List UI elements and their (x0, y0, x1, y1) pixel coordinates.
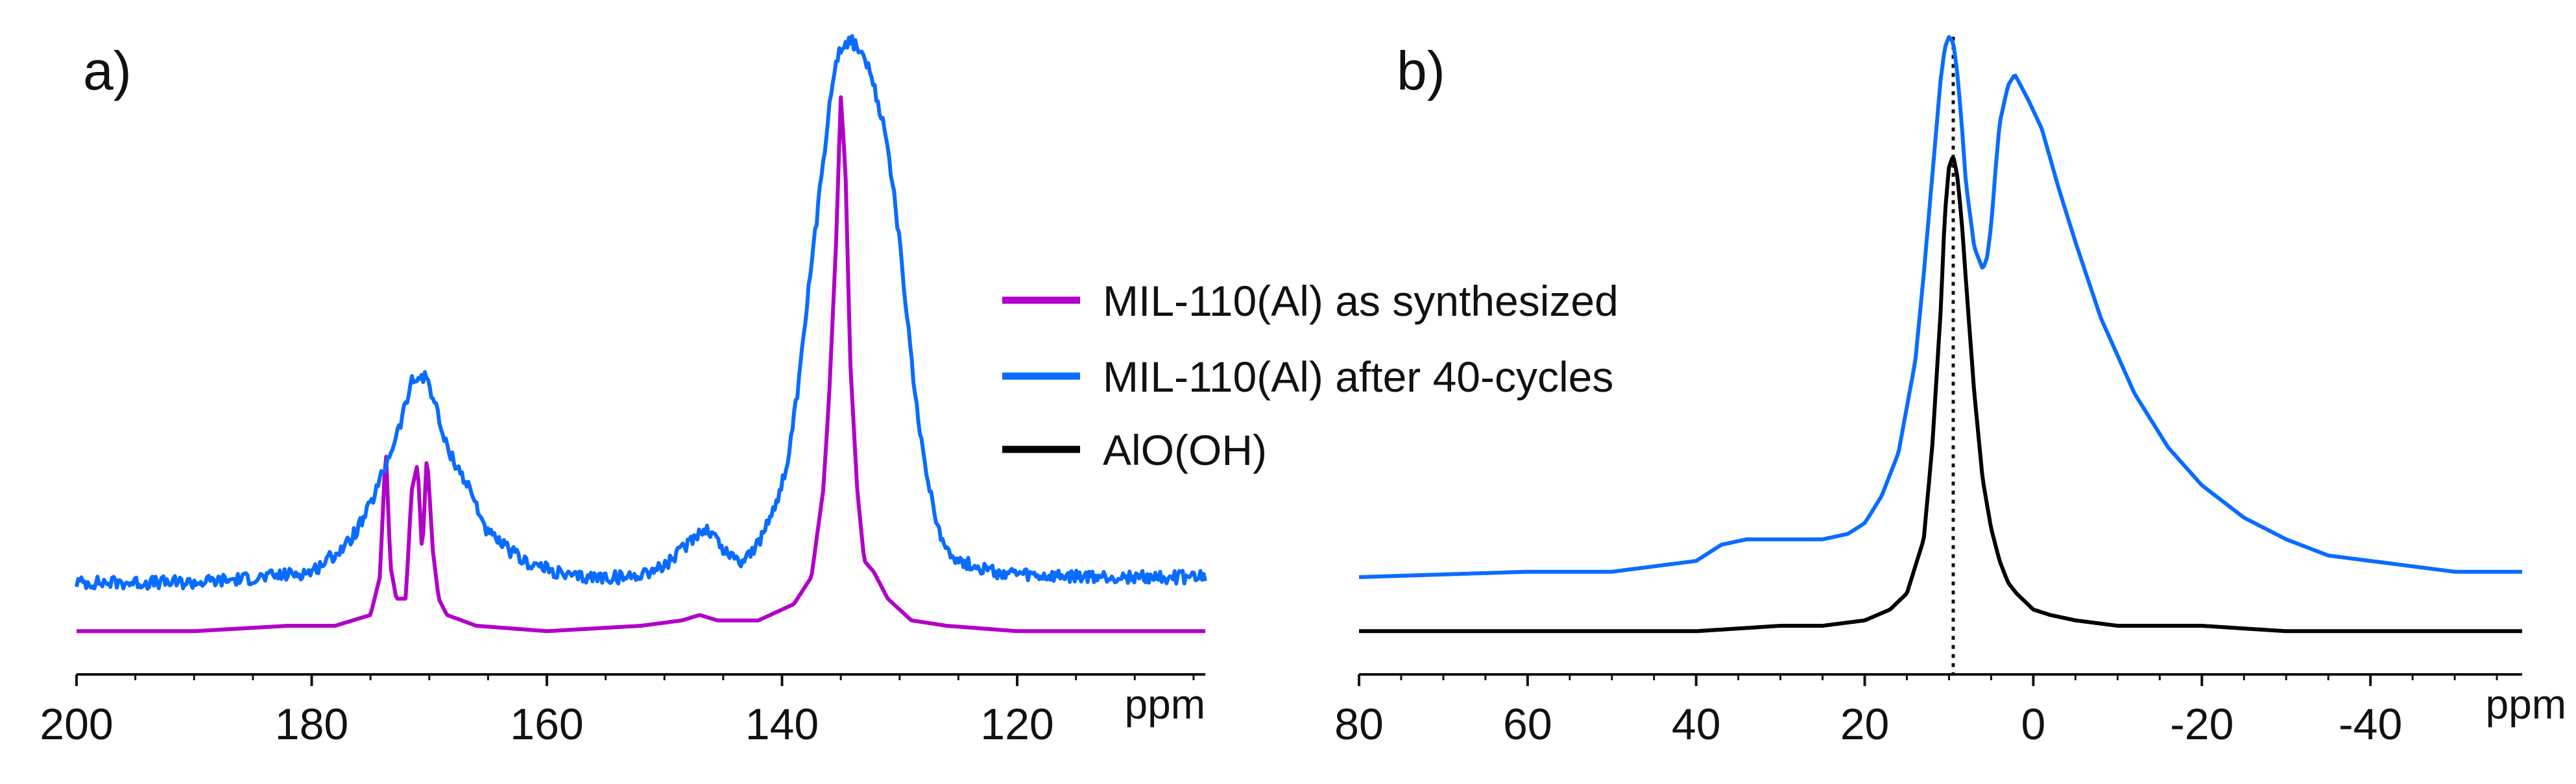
series-line-alo-oh- (1358, 156, 2523, 634)
legend-item-synthesized: MIL-110(Al) as synthesized (1002, 277, 1619, 325)
x-axis-ticks-a: 200 180 160 140 120 (40, 674, 1195, 749)
x-tick-label: 0 (2021, 700, 2046, 749)
panel-label-b: b) (1397, 40, 1445, 101)
legend-label-after-cycles: MIL-110(Al) after 40-cycles (1103, 353, 1613, 401)
x-axis-ticks-b: 80 60 40 20 0 -20 -40 (1334, 674, 2498, 749)
series-group-a (75, 34, 1207, 634)
x-tick-label: -40 (2339, 700, 2402, 749)
series-line-mil-110-al-after-40-cycles (75, 34, 1207, 591)
legend-label-aloh: AlO(OH) (1103, 426, 1267, 474)
x-tick-label: 60 (1503, 700, 1552, 749)
series-line-mil-110-al-after-40-cycles (1358, 35, 2523, 579)
series-line-mil-110-al-as-synthesized (76, 95, 1206, 634)
x-tick-label: 120 (980, 700, 1053, 749)
series-group-b (1358, 35, 2523, 634)
x-tick-label: 20 (1840, 700, 1890, 749)
x-tick-label: 40 (1672, 700, 1721, 749)
chart-panel-b: b) 80 60 40 20 0 -20 -40 ppm (1334, 35, 2567, 749)
x-tick-label: 160 (510, 700, 583, 749)
x-tick-label: 80 (1334, 700, 1384, 749)
legend-item-aloh: AlO(OH) (1002, 426, 1267, 474)
chart-panel-a: a) 200 180 160 140 120 ppm (40, 34, 1207, 749)
x-tick-label: -20 (2170, 700, 2233, 749)
legend-item-after-cycles: MIL-110(Al) after 40-cycles (1002, 353, 1613, 401)
x-axis-label-a: ppm (1125, 681, 1206, 728)
x-tick-label: 200 (40, 700, 113, 749)
legend: MIL-110(Al) as synthesized MIL-110(Al) a… (1002, 277, 1619, 474)
legend-label-synthesized: MIL-110(Al) as synthesized (1103, 277, 1619, 325)
x-axis-label-b: ppm (2486, 681, 2567, 728)
x-tick-label: 180 (275, 700, 348, 749)
panel-label-a: a) (83, 40, 132, 101)
x-tick-label: 140 (745, 700, 819, 749)
